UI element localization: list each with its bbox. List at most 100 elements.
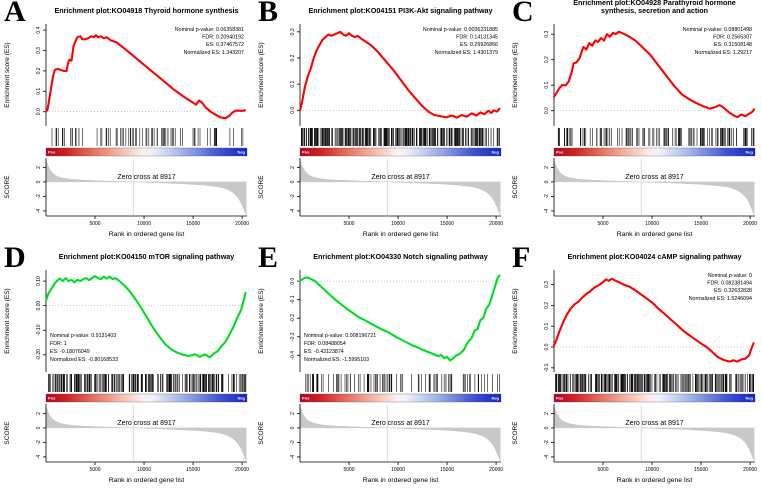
- rank-correlation-colorbar: [553, 393, 756, 403]
- x-axis-title: Rank in ordered gene list: [617, 231, 693, 238]
- score-y-tick-label: -2: [36, 440, 42, 445]
- score-y-tick-label: 0: [544, 426, 550, 429]
- x-tick-label: 20000: [743, 467, 757, 473]
- panel-letter: C: [512, 0, 534, 28]
- es-y-tick-label: 0.3: [544, 281, 550, 288]
- score-y-tick-label: -2: [36, 194, 42, 199]
- rank-metric-area: [553, 159, 755, 215]
- es-y-tick-label: 0.3: [290, 28, 296, 35]
- es-y-tick-label: 0.2: [544, 302, 550, 309]
- gsea-chart: Enrichment plot:KO04150 mTOR signaling p…: [4, 252, 249, 484]
- x-tick-label: 10000: [391, 467, 405, 473]
- es-axis-title: Enrichment score (ES): [512, 288, 519, 353]
- gsea-chart: Enrichment plot:KO04330 Notch signaling …: [258, 252, 503, 484]
- es-axis-title: Enrichment score (ES): [258, 288, 265, 353]
- colorbar-neg-label: Neg: [491, 396, 499, 401]
- x-tick-label: 15000: [694, 467, 708, 473]
- x-axis-title: Rank in ordered gene list: [363, 477, 439, 484]
- colorbar-pos-label: Pos: [556, 150, 564, 155]
- x-tick-label: 20000: [489, 467, 503, 473]
- colorbar-neg-label: Neg: [237, 150, 245, 155]
- colorbar-pos-label: Pos: [48, 396, 56, 401]
- zero-cross-label: Zero cross at 8917: [117, 420, 175, 427]
- es-y-tick-label: -0.2: [290, 314, 296, 323]
- score-y-tick-label: 2: [36, 412, 42, 415]
- panel-title: Enrichment plot:KO04024 cAMP signaling p…: [567, 252, 741, 261]
- stats-line: ES: -0.43123874: [304, 349, 344, 355]
- score-axis-title: SCORE: [4, 175, 11, 199]
- rank-correlation-colorbar: [45, 393, 248, 403]
- score-y-tick-label: -4: [290, 208, 296, 213]
- x-tick-label: 5000: [89, 221, 100, 227]
- x-tick-label: 5000: [597, 467, 608, 473]
- stats-line: FDR: 0.08488054: [304, 341, 346, 347]
- score-y-tick-label: 2: [290, 166, 296, 169]
- enrichment-score-curve: [298, 274, 501, 362]
- colorbar-pos-label: Pos: [302, 396, 310, 401]
- gsea-chart: Enrichment plot:KO04024 cAMP signaling p…: [512, 252, 757, 484]
- stats-line: FDR: 0.14131345: [456, 35, 498, 41]
- enrichment-score-curve: [298, 30, 501, 119]
- es-y-tick-label: 0.1: [544, 323, 550, 330]
- rank-metric-area: [299, 405, 501, 461]
- panel-title: Enrichment plot:KO04330 Notch signaling …: [313, 252, 488, 261]
- stats-line: Nominal p-value: 0.008196721: [304, 333, 376, 339]
- es-y-tick-label: 0.1: [544, 82, 550, 89]
- x-tick-label: 10000: [645, 221, 659, 227]
- score-axis-title: SCORE: [258, 421, 265, 445]
- x-tick-label: 15000: [186, 221, 200, 227]
- score-axis-title: SCORE: [512, 175, 519, 199]
- score-axis-title: SCORE: [258, 175, 265, 199]
- rank-correlation-colorbar: [299, 147, 502, 157]
- es-y-tick-label: -0.20: [36, 349, 42, 361]
- score-y-tick-label: 0: [36, 426, 42, 429]
- x-tick-label: 10000: [391, 221, 405, 227]
- x-tick-label: 5000: [89, 467, 100, 473]
- zero-cross-label: Zero cross at 8917: [117, 174, 175, 181]
- x-tick-label: 20000: [235, 467, 249, 473]
- score-y-tick-label: -4: [544, 208, 550, 213]
- panel-letter: A: [4, 0, 26, 28]
- score-y-tick-label: -2: [544, 440, 550, 445]
- score-y-tick-label: -4: [290, 454, 296, 459]
- es-y-tick-label: -0.1: [544, 363, 550, 372]
- zero-cross-label: Zero cross at 8917: [625, 420, 683, 427]
- score-y-tick-label: -4: [36, 454, 42, 459]
- x-tick-label: 10000: [137, 221, 151, 227]
- es-y-tick-label: 0.3: [544, 31, 550, 38]
- es-y-tick-label: 0.4: [36, 26, 42, 33]
- score-y-tick-label: 2: [290, 412, 296, 415]
- stats-line: ES: 0.29926866: [460, 42, 498, 48]
- gsea-panel-e: E Enrichment plot:KO04330 Notch signalin…: [254, 241, 508, 492]
- es-y-tick-label: -0.3: [290, 332, 296, 341]
- stats-line: ES: 0.31508148: [714, 42, 752, 48]
- stats-line: ES: 0.37467572: [206, 42, 244, 48]
- score-axis-title: SCORE: [4, 421, 11, 445]
- stats-line: ES: 0.32632828: [714, 288, 752, 294]
- x-tick-label: 5000: [343, 467, 354, 473]
- es-y-tick-label: 0.00: [36, 301, 42, 311]
- panel-title: synthesis, secretion and action: [601, 6, 708, 15]
- panel-letter: F: [512, 241, 531, 274]
- x-tick-label: 20000: [743, 221, 757, 227]
- stats-line: Nominal p-value: 0: [708, 273, 752, 279]
- enrichment-score-curve: [44, 34, 247, 120]
- x-tick-label: 20000: [235, 221, 249, 227]
- es-y-tick-label: 0.0: [290, 107, 296, 114]
- es-y-tick-label: 0.10: [36, 276, 42, 286]
- rank-metric-area: [45, 405, 247, 461]
- es-axis-title: Enrichment score (ES): [4, 42, 11, 107]
- score-y-tick-label: 2: [36, 166, 42, 169]
- stats-line: FDR: 0.2565307: [713, 35, 752, 41]
- score-y-tick-label: 2: [544, 412, 550, 415]
- stats-line: FDR: 1: [50, 341, 67, 347]
- gsea-panel-f: F Enrichment plot:KO04024 cAMP signaling…: [508, 241, 762, 492]
- es-axis-title: Enrichment score (ES): [258, 42, 265, 107]
- rank-correlation-colorbar: [553, 147, 756, 157]
- colorbar-pos-label: Pos: [302, 150, 310, 155]
- x-tick-label: 15000: [440, 221, 454, 227]
- es-y-tick-label: 0.2: [290, 54, 296, 61]
- score-y-tick-label: -2: [290, 440, 296, 445]
- panel-letter: B: [258, 0, 279, 28]
